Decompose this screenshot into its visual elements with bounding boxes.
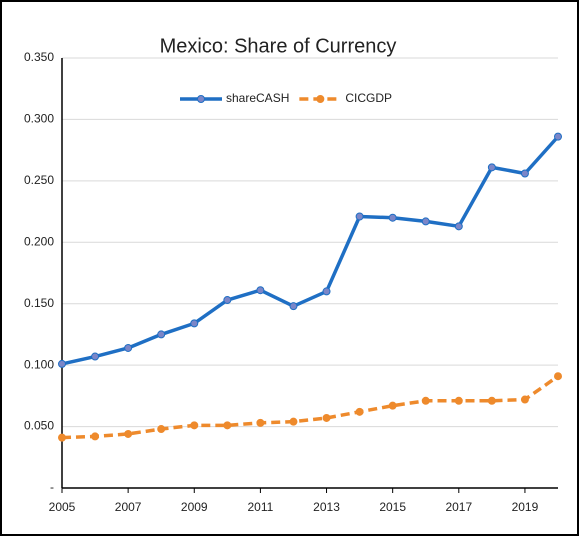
x-tick-label: 2005 (49, 500, 76, 514)
point (421, 217, 430, 226)
point (388, 213, 397, 222)
point (454, 222, 463, 231)
y-tick-label: 0.350 (24, 50, 54, 64)
point (454, 396, 463, 405)
x-tick-label: 2017 (445, 500, 472, 514)
point (124, 429, 133, 438)
x-tick-label: 2015 (379, 500, 406, 514)
point (487, 163, 496, 172)
y-tick-label: 0.200 (24, 234, 54, 248)
point (421, 396, 430, 405)
y-tick-label: 0.150 (24, 296, 54, 310)
point (520, 395, 529, 404)
point (223, 421, 232, 430)
point (91, 352, 100, 361)
y-tick-label: 0.050 (24, 419, 54, 433)
point (355, 212, 364, 221)
x-tick-label: 2019 (512, 500, 539, 514)
series-line (61, 135, 560, 366)
y-tick-label: 0.250 (24, 173, 54, 187)
point (124, 343, 133, 352)
legend-label: CICGDP (345, 91, 392, 105)
point (554, 372, 562, 381)
x-tick-label: 2007 (115, 500, 142, 514)
point (256, 286, 265, 295)
point (554, 132, 562, 141)
x-tick-label: 2009 (181, 500, 208, 514)
point (190, 421, 199, 430)
y-tick-label: 0.100 (24, 357, 54, 371)
legend-label: shareCASH (226, 91, 289, 105)
point (190, 319, 199, 328)
y-tick-label: - (50, 480, 54, 494)
point (322, 413, 331, 422)
point (157, 330, 166, 339)
legend-marker (316, 95, 325, 103)
legend-marker (197, 95, 205, 103)
point (58, 433, 66, 442)
point (223, 296, 232, 305)
point (355, 407, 364, 416)
point (289, 417, 298, 426)
point (388, 401, 397, 410)
point (157, 425, 166, 434)
point (256, 418, 265, 427)
y-tick-label: 0.300 (24, 112, 54, 126)
point (91, 432, 100, 441)
x-tick-label: 2011 (247, 500, 273, 514)
point (322, 287, 331, 296)
x-tick-label: 2013 (313, 500, 340, 514)
point (520, 169, 529, 178)
chart-title: Mexico: Share of Currency (160, 35, 397, 57)
point (289, 302, 298, 311)
point (487, 396, 496, 405)
point (58, 359, 66, 368)
